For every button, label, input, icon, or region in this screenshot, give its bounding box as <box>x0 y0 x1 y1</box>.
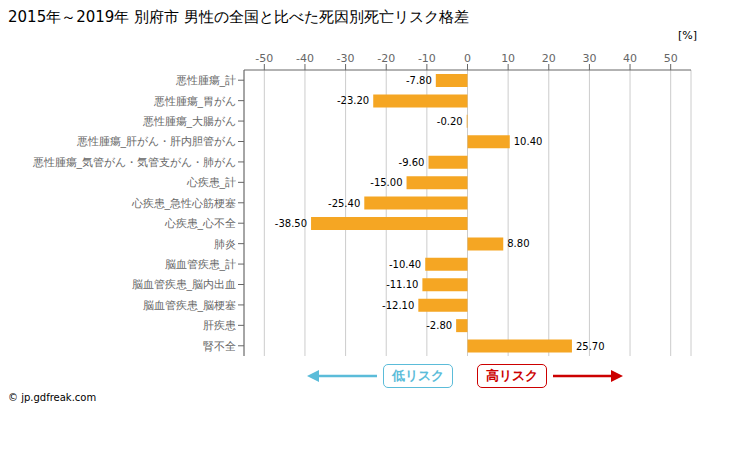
svg-text:脳血管疾患_計: 脳血管疾患_計 <box>165 258 237 271</box>
svg-text:8.80: 8.80 <box>507 238 529 249</box>
html-text:2015年～2019年 別府市 男性の全国と比べた死因別死亡: 2015年～2019年 別府市 男性の全国と比べた死因別死亡リスク格差 <box>8 8 469 26</box>
svg-text:悪性腫瘍_大腸がん: 悪性腫瘍_大腸がん <box>142 115 237 128</box>
svg-text:-15.00: -15.00 <box>370 177 402 188</box>
svg-text:-38.50: -38.50 <box>275 218 307 229</box>
svg-text:脳血管疾患_脳内出血: 脳血管疾患_脳内出血 <box>132 278 237 291</box>
svg-text:心疾患_心不全: 心疾患_心不全 <box>164 217 237 230</box>
svg-text:25.70: 25.70 <box>576 341 605 352</box>
svg-text:悪性腫瘍_計: 悪性腫瘍_計 <box>175 74 237 87</box>
svg-text:-20: -20 <box>377 52 395 65</box>
svg-text:-10: -10 <box>418 52 436 65</box>
svg-text:腎不全: 腎不全 <box>203 340 236 353</box>
svg-text:-40: -40 <box>296 52 314 65</box>
svg-text:-23.20: -23.20 <box>337 95 369 106</box>
svg-text:40: 40 <box>623 52 637 65</box>
html-text:低リスク: 低リスク <box>391 368 444 383</box>
svg-text:心疾患_計: 心疾患_計 <box>186 176 237 189</box>
svg-text:0: 0 <box>464 52 471 65</box>
svg-text:30: 30 <box>582 52 596 65</box>
svg-text:50: 50 <box>664 52 678 65</box>
svg-text:-2.80: -2.80 <box>426 320 452 331</box>
svg-text:-30: -30 <box>337 52 355 65</box>
svg-text:-9.60: -9.60 <box>399 157 425 168</box>
svg-text:悪性腫瘍_気管がん・気管支がん・肺がん: 悪性腫瘍_気管がん・気管支がん・肺がん <box>32 156 237 169</box>
html-text:高リスク: 高リスク <box>485 368 538 383</box>
svg-text:-12.10: -12.10 <box>382 300 414 311</box>
svg-text:脳血管疾患_脳梗塞: 脳血管疾患_脳梗塞 <box>143 299 237 312</box>
svg-text:10: 10 <box>501 52 515 65</box>
svg-text:20: 20 <box>542 52 556 65</box>
svg-text:-25.40: -25.40 <box>328 198 360 209</box>
html-text:© jp.gdfreak.com: © jp.gdfreak.com <box>8 392 97 403</box>
svg-text:肝疾患: 肝疾患 <box>203 319 236 332</box>
svg-text:肺炎: 肺炎 <box>214 238 236 251</box>
svg-text:10.40: 10.40 <box>514 136 543 147</box>
svg-text:-10.40: -10.40 <box>389 259 421 270</box>
svg-text:-50: -50 <box>255 52 273 65</box>
svg-text:心疾患_急性心筋梗塞: 心疾患_急性心筋梗塞 <box>131 197 237 210</box>
svg-text:-7.80: -7.80 <box>406 75 432 86</box>
svg-text:-11.10: -11.10 <box>386 279 418 290</box>
svg-text:悪性腫瘍_肝がん・肝内胆管がん: 悪性腫瘍_肝がん・肝内胆管がん <box>76 135 237 148</box>
svg-text:悪性腫瘍_胃がん: 悪性腫瘍_胃がん <box>153 95 237 108</box>
svg-text:-0.20: -0.20 <box>437 116 463 127</box>
